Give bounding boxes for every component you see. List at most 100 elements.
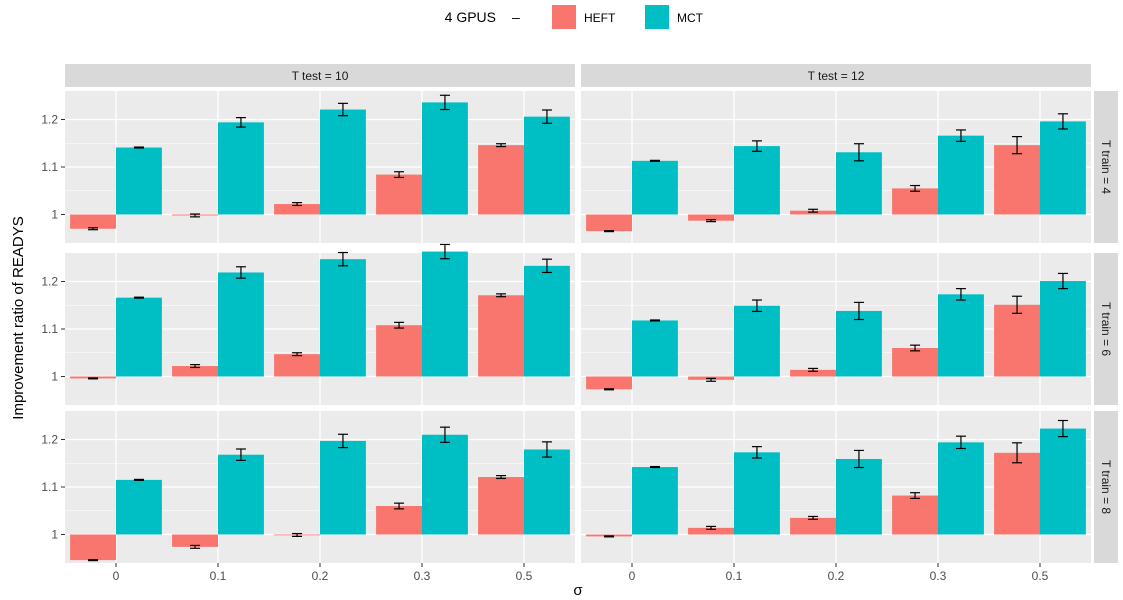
bar-heft-0.3	[376, 325, 422, 377]
bar-mct-0.2	[836, 310, 882, 377]
bar-mct-0.3	[422, 251, 468, 377]
bar-heft-0.2	[790, 517, 836, 535]
panel-5	[65, 411, 575, 563]
bar-heft-0.5	[478, 295, 524, 377]
error-bar-mct-0.2	[337, 251, 348, 267]
x-tick-label: 0.2	[312, 569, 329, 583]
y-tick-label: 1.2	[41, 275, 58, 289]
x-tick-label: 0.1	[726, 569, 743, 583]
x-tick-label: 0	[113, 569, 120, 583]
error-bar-mct-0.2	[853, 449, 864, 469]
error-bar-mct-0.3	[955, 129, 966, 142]
x-tick-label: 0.1	[210, 569, 227, 583]
bar-mct-0.5	[524, 265, 570, 377]
error-bar-heft-0.1	[190, 544, 201, 549]
error-bar-heft-0	[88, 227, 99, 231]
error-bar-heft-0.5	[496, 293, 507, 298]
error-bar-heft-0.3	[910, 184, 921, 192]
error-bar-heft-0.5	[1012, 442, 1023, 464]
error-bar-mct-0	[133, 478, 144, 481]
y-tick-label: 1.2	[41, 433, 58, 447]
bar-mct-0.5	[1040, 428, 1086, 535]
bar-heft-0.3	[892, 348, 938, 377]
error-bar-heft-0.3	[394, 171, 405, 179]
error-bar-mct-0.2	[337, 102, 348, 117]
bar-heft-0.5	[994, 145, 1040, 215]
error-bar-mct-0.5	[1057, 113, 1068, 130]
bar-heft-0.3	[892, 495, 938, 535]
facet-label-row-1: T train = 4	[1099, 140, 1113, 194]
y-tick-label: 1.1	[41, 480, 58, 494]
error-bar-heft-0.3	[394, 321, 405, 329]
panel-3	[65, 243, 575, 405]
bar-mct-0.1	[218, 454, 264, 535]
bar-mct-0	[632, 320, 678, 377]
bar-heft-0.1	[172, 366, 218, 377]
facet-label-col-2: T test = 12	[808, 69, 865, 83]
error-bar-heft-0	[88, 377, 99, 380]
facet-label-row-2: T train = 6	[1099, 302, 1113, 356]
x-tick-label: 0.3	[930, 569, 947, 583]
error-bar-mct-0.5	[1057, 272, 1068, 290]
x-tick-label: 0	[629, 569, 636, 583]
error-bar-heft-0.5	[496, 143, 507, 148]
bar-mct-0.5	[524, 449, 570, 535]
legend-key-heft	[552, 5, 576, 29]
error-bar-mct-0.2	[337, 433, 348, 449]
error-bar-mct-0	[133, 296, 144, 299]
bar-mct-0.3	[938, 135, 984, 215]
x-axis-title: σ	[573, 582, 583, 599]
bar-mct-0	[632, 467, 678, 535]
bar-heft-0	[586, 214, 632, 232]
bar-mct-0.5	[524, 116, 570, 215]
error-bar-mct-0.3	[439, 426, 450, 443]
facet-strip-col-1	[65, 64, 575, 87]
error-bar-heft-0.1	[706, 377, 717, 382]
error-bar-heft-0	[604, 388, 615, 391]
bar-heft-0.3	[376, 174, 422, 215]
y-axis-title: Improvement ratio of READYS	[10, 216, 27, 419]
error-bar-heft-0.5	[496, 475, 507, 480]
bar-mct-0.3	[422, 102, 468, 215]
error-bar-mct-0.2	[853, 301, 864, 321]
bar-mct-0.2	[320, 259, 366, 377]
panel-6	[581, 411, 1091, 563]
x-tick-label: 0.5	[1032, 569, 1049, 583]
bar-mct-0.1	[218, 272, 264, 377]
legend-label-mct: MCT	[677, 11, 704, 25]
error-bar-mct-0.3	[955, 288, 966, 301]
error-bar-heft-0.1	[706, 219, 717, 223]
error-bar-heft-0.1	[706, 525, 717, 530]
bar-heft-0.5	[994, 304, 1040, 377]
bar-mct-0.5	[1040, 121, 1086, 215]
error-bar-mct-0.5	[1057, 419, 1068, 438]
legend-title: 4 GPUS	[445, 9, 496, 25]
bar-mct-0.1	[734, 305, 780, 377]
bar-heft-0.2	[274, 204, 320, 215]
y-tick-label: 1.2	[41, 113, 58, 127]
panel-1	[65, 91, 575, 243]
panel-4	[581, 253, 1091, 405]
error-bar-mct-0.5	[541, 109, 552, 124]
error-bar-mct-0.5	[541, 441, 552, 458]
bar-heft-0.2	[790, 369, 836, 377]
facet-strip-row-2	[1094, 253, 1118, 405]
x-tick-label: 0.3	[414, 569, 431, 583]
bar-heft-0	[70, 534, 116, 561]
bar-heft-0.5	[478, 477, 524, 535]
legend: 4 GPUS – HEFT MCT	[445, 5, 704, 29]
error-bar-heft-0.2	[808, 515, 819, 520]
bar-heft-0.5	[994, 452, 1040, 535]
bar-mct-0.2	[836, 152, 882, 215]
y-tick-label: 1.1	[41, 322, 58, 336]
bar-mct-0.1	[734, 452, 780, 535]
bar-heft-0.1	[688, 527, 734, 535]
panel-2	[581, 91, 1091, 243]
bar-mct-0.3	[938, 294, 984, 377]
legend-separator: –	[512, 9, 520, 25]
error-bar-heft-0.2	[808, 208, 819, 213]
facet-strip-row-1	[1094, 91, 1118, 243]
error-bar-mct-0.3	[955, 435, 966, 450]
y-tick-label: 1	[51, 370, 58, 384]
error-bar-mct-0	[649, 465, 660, 469]
